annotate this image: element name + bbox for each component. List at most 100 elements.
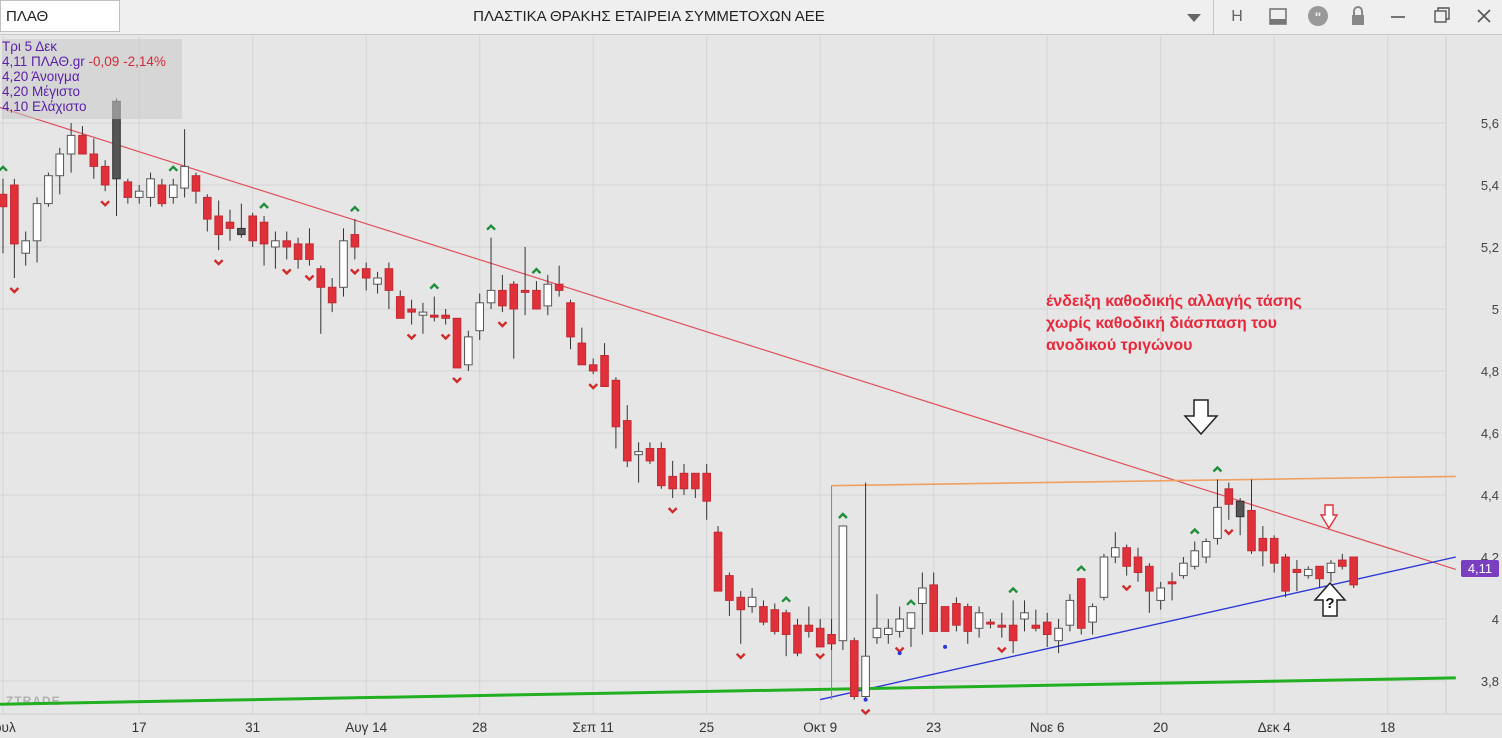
close-icon: [1477, 9, 1491, 23]
candle-body: [498, 289, 507, 307]
red-down-arrow-icon: [1319, 504, 1339, 530]
x-tick-label: 18: [1380, 720, 1395, 735]
annotation-line-1: ένδειξη καθοδικής αλλαγής τάσης: [1046, 293, 1302, 310]
candle-body: [1076, 578, 1086, 629]
up-signal-marker: [259, 202, 269, 209]
candle-body: [452, 317, 462, 369]
candle-body: [611, 379, 621, 428]
x-tick-label: Αυγ 14: [345, 720, 387, 735]
down-signal-marker: [350, 268, 360, 276]
quote-button[interactable]: ": [1302, 0, 1334, 34]
candle-body: [929, 584, 939, 632]
candle-body: [464, 336, 473, 366]
candle-body: [134, 190, 144, 198]
down-signal-marker: [894, 646, 905, 654]
annotation-line-3: ανοδικού τριγώνου: [1046, 337, 1193, 354]
candle-body: [271, 240, 280, 248]
symbol-input[interactable]: ΠΛΑΘ: [0, 0, 120, 32]
y-tick-label: 4,6: [1481, 426, 1499, 441]
candle-body: [668, 475, 677, 490]
x-tick-label: 23: [926, 720, 941, 735]
candle-body: [418, 311, 428, 316]
candle-body: [1235, 500, 1245, 518]
up-signal-marker: [1189, 527, 1200, 535]
candle-body: [645, 448, 655, 462]
down-signal-marker: [667, 507, 678, 514]
close-button[interactable]: [1468, 0, 1500, 34]
info-change: -0,09 -2,14%: [88, 54, 166, 69]
y-tick-label: 5,4: [1481, 178, 1499, 193]
candle-body: [66, 134, 76, 155]
instrument-title: ΠΛΑΣΤΙΚΑ ΘΡΑΚΗΣ ΕΤΑΙΡΕΙΑ ΣΥΜΜΕΤΟΧΩΝ ΑΕΕ: [473, 8, 825, 25]
last-price-badge: 4,11: [1461, 560, 1499, 577]
candle-body: [736, 596, 746, 611]
up-signal-marker: [781, 596, 791, 603]
panel-button[interactable]: [1262, 0, 1294, 34]
minimize-button[interactable]: [1382, 0, 1414, 34]
info-open: 4,20 Άνοιγμα: [2, 69, 80, 84]
down-signal-marker: [406, 333, 417, 341]
candle-body: [1349, 556, 1358, 586]
up-signal-marker: [0, 165, 8, 172]
candle-body: [702, 472, 712, 502]
candle-body: [1201, 541, 1211, 558]
candle-body: [974, 612, 984, 629]
candle-body: [373, 277, 382, 285]
candle-body: [214, 215, 223, 236]
watermark: ZTRADE: [6, 694, 61, 708]
x-tick-label: Οκτ 9: [803, 720, 837, 735]
info-last: 4,11 ΠΛΑΘ.gr: [2, 54, 85, 69]
lock-button[interactable]: [1342, 0, 1374, 34]
candle-body: [191, 175, 201, 192]
candle-body: [543, 283, 553, 307]
candle-body: [906, 612, 916, 629]
candle-body: [1281, 556, 1290, 592]
candle-body: [32, 203, 42, 242]
candle-body: [691, 472, 700, 490]
candle-body: [815, 627, 825, 648]
candle-body: [1179, 562, 1188, 577]
candle-body: [1088, 606, 1097, 623]
annotation-text: ένδειξη καθοδικής αλλαγής τάσης χωρίς κα…: [1046, 291, 1366, 357]
top-trendline: [831, 475, 1456, 487]
h-button[interactable]: H: [1231, 8, 1243, 25]
x-tick-label: 31: [245, 720, 260, 735]
candle-body: [293, 243, 303, 260]
candle-body: [1167, 581, 1177, 585]
candle-body: [361, 268, 371, 279]
candle-body: [123, 181, 133, 198]
down-signal-marker: [452, 377, 462, 384]
dropdown-button[interactable]: [1176, 0, 1212, 34]
x-tick-label: Σεπ 11: [572, 720, 613, 735]
candle-body: [1269, 537, 1279, 564]
y-tick-label: 4,8: [1481, 364, 1499, 379]
x-tick-label: Ιουλ: [0, 720, 16, 735]
chart-area[interactable]: [0, 35, 1502, 738]
candle-body: [1020, 612, 1029, 620]
candle-body: [237, 227, 246, 236]
down-signal-marker: [815, 652, 826, 660]
down-signal-marker: [1223, 528, 1234, 536]
up-signal-marker: [531, 267, 542, 274]
candle-body: [384, 268, 394, 291]
question-mark: ?: [1325, 595, 1334, 612]
candle-body: [588, 364, 598, 372]
candle-body: [827, 634, 836, 645]
candle-body: [770, 609, 780, 632]
candle-body: [1258, 537, 1268, 552]
candle-body: [1292, 568, 1302, 574]
candle-body: [725, 575, 734, 601]
restore-button[interactable]: [1426, 0, 1458, 34]
candle-body: [0, 193, 8, 208]
candle-body: [1190, 550, 1200, 567]
candle-body: [282, 240, 292, 248]
info-last-row: 4,11 ΠΛΑΘ.gr -0,09 -2,14%: [2, 54, 182, 69]
candle-body: [884, 627, 893, 635]
y-tick-label: 3,8: [1481, 674, 1499, 689]
candle-body: [1326, 562, 1336, 574]
y-tick-label: 5,6: [1481, 116, 1499, 131]
candle-body: [10, 184, 19, 245]
candle-body: [89, 153, 99, 167]
candle-body: [997, 624, 1007, 628]
